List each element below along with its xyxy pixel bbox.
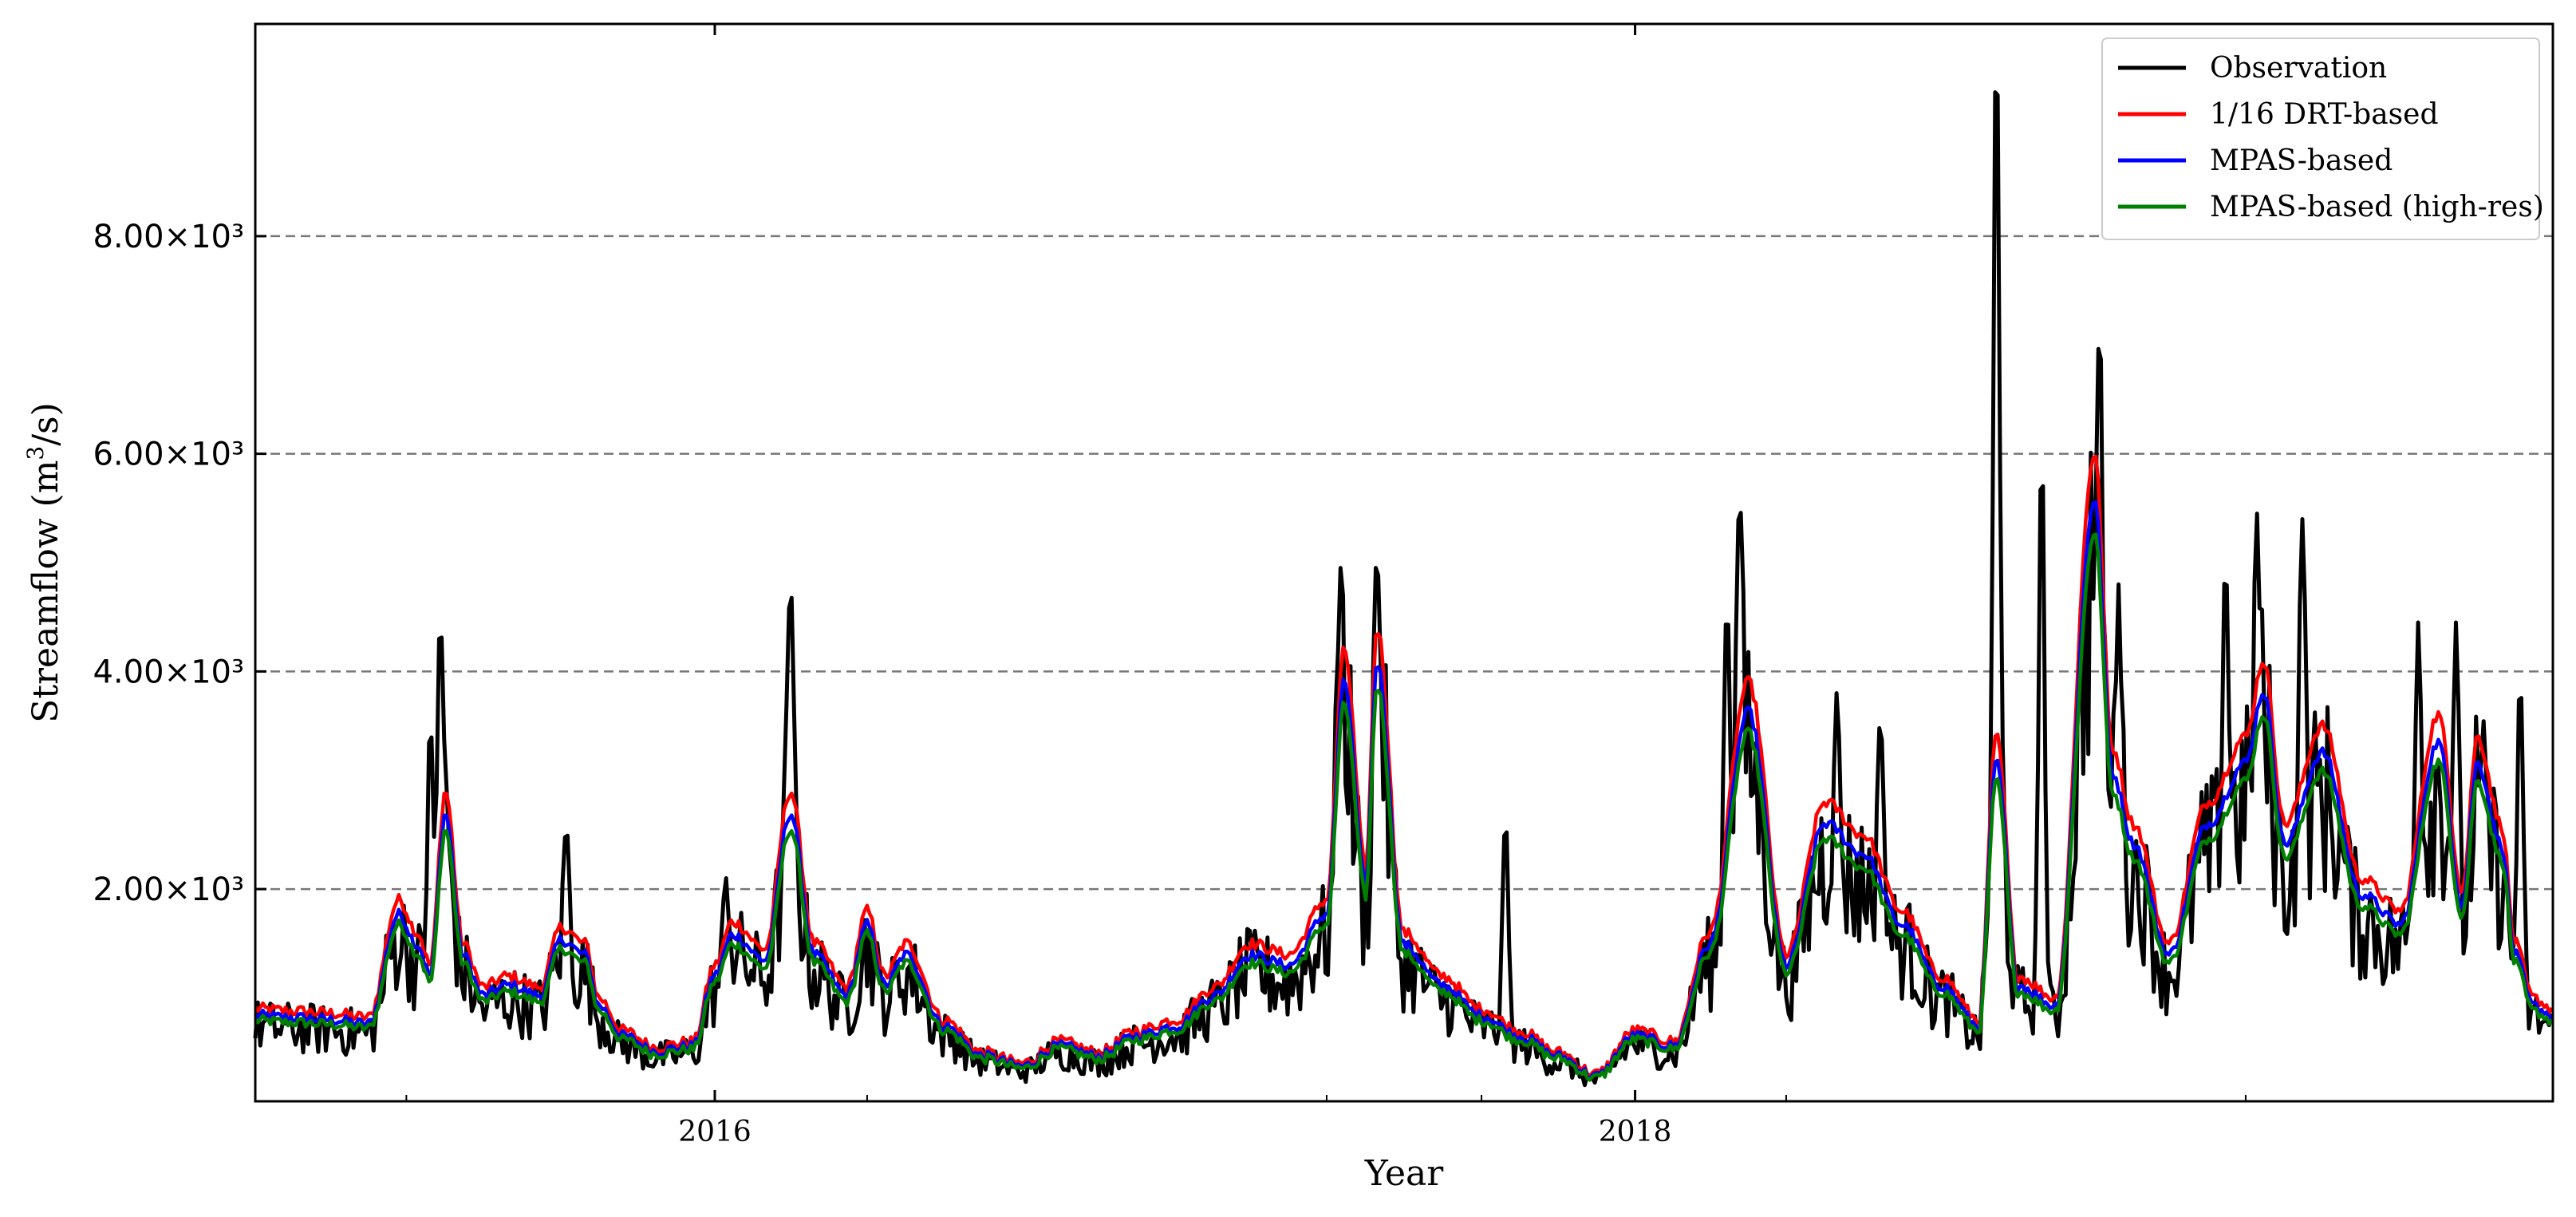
y-tick-label: 6.00×10³ [93, 437, 244, 473]
y-tick-label: 2.00×10³ [93, 871, 244, 908]
legend: Observation 1/16 DRT-based MPAS-based MPAS-… [2101, 38, 2544, 240]
y-axis-title: Streamflow (m3/s) [22, 402, 66, 723]
x-tick-label: 2018 [1599, 1116, 1672, 1148]
y-axis-title-group: Streamflow (m3/s) [22, 402, 66, 723]
legend-label-1: 1/16 DRT-based [2210, 98, 2439, 131]
series-line-2 [254, 500, 2554, 1081]
x-axis: 2016 2018 [405, 24, 2247, 1148]
series-line-1 [254, 454, 2554, 1079]
legend-label-2: MPAS-based [2210, 144, 2393, 177]
series-layer [253, 90, 2554, 1088]
series-line-3 [254, 532, 2554, 1082]
legend-label-3: MPAS-based (high-res) [2210, 191, 2544, 223]
plot-frame [254, 22, 2554, 1103]
y-tick-label: 4.00×10³ [93, 654, 244, 690]
y-axis: 2.00×10³ 4.00×10³ 6.00×10³ 8.00×10³ [93, 219, 266, 908]
y-axis-title-superscript: 3 [22, 446, 49, 460]
y-axis-title-main: Streamflow (m [26, 460, 66, 723]
x-tick-label: 2016 [678, 1116, 751, 1148]
legend-box [2101, 38, 2540, 240]
y-tick-label: 8.00×10³ [93, 219, 244, 255]
y-axis-title-tail: /s) [26, 402, 66, 446]
x-axis-title: Year [1364, 1153, 1444, 1194]
legend-label-0: Observation [2210, 52, 2387, 85]
